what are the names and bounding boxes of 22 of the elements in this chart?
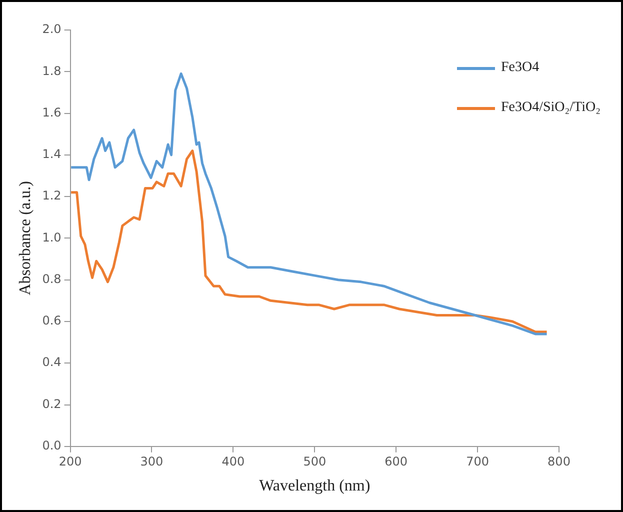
x-tick-label: 500 (303, 454, 326, 469)
legend-label: Fe3O4 (501, 60, 540, 76)
y-axis-title: Absorbance (a.u.) (16, 181, 34, 296)
y-tick-label: 2.0 (42, 22, 62, 36)
x-tick-label: 300 (140, 454, 164, 469)
y-tick-label: 0.2 (42, 396, 62, 411)
y-tick-label: 1.6 (42, 105, 62, 120)
y-tick-label: 0.4 (42, 355, 62, 370)
legend-label: Fe3O4/SiO₂/TiO₂ (501, 100, 600, 116)
x-tick-label: 600 (384, 454, 408, 469)
y-tick-label: 1.2 (42, 188, 62, 203)
x-tick-label: 400 (222, 454, 245, 469)
x-tick-label: 800 (548, 454, 570, 469)
y-tick-label: 1.0 (42, 230, 62, 244)
y-tick-label: 1.4 (42, 147, 62, 162)
x-tick-label: 200 (58, 454, 82, 469)
x-axis-title: Wavelength (nm) (259, 478, 370, 495)
y-tick-label: 1.8 (42, 64, 62, 78)
y-tick-label: 0.8 (42, 272, 62, 286)
y-tick-label: 0.6 (42, 314, 62, 328)
y-tick-label: 0.0 (42, 438, 62, 453)
x-tick-label: 700 (466, 454, 489, 469)
